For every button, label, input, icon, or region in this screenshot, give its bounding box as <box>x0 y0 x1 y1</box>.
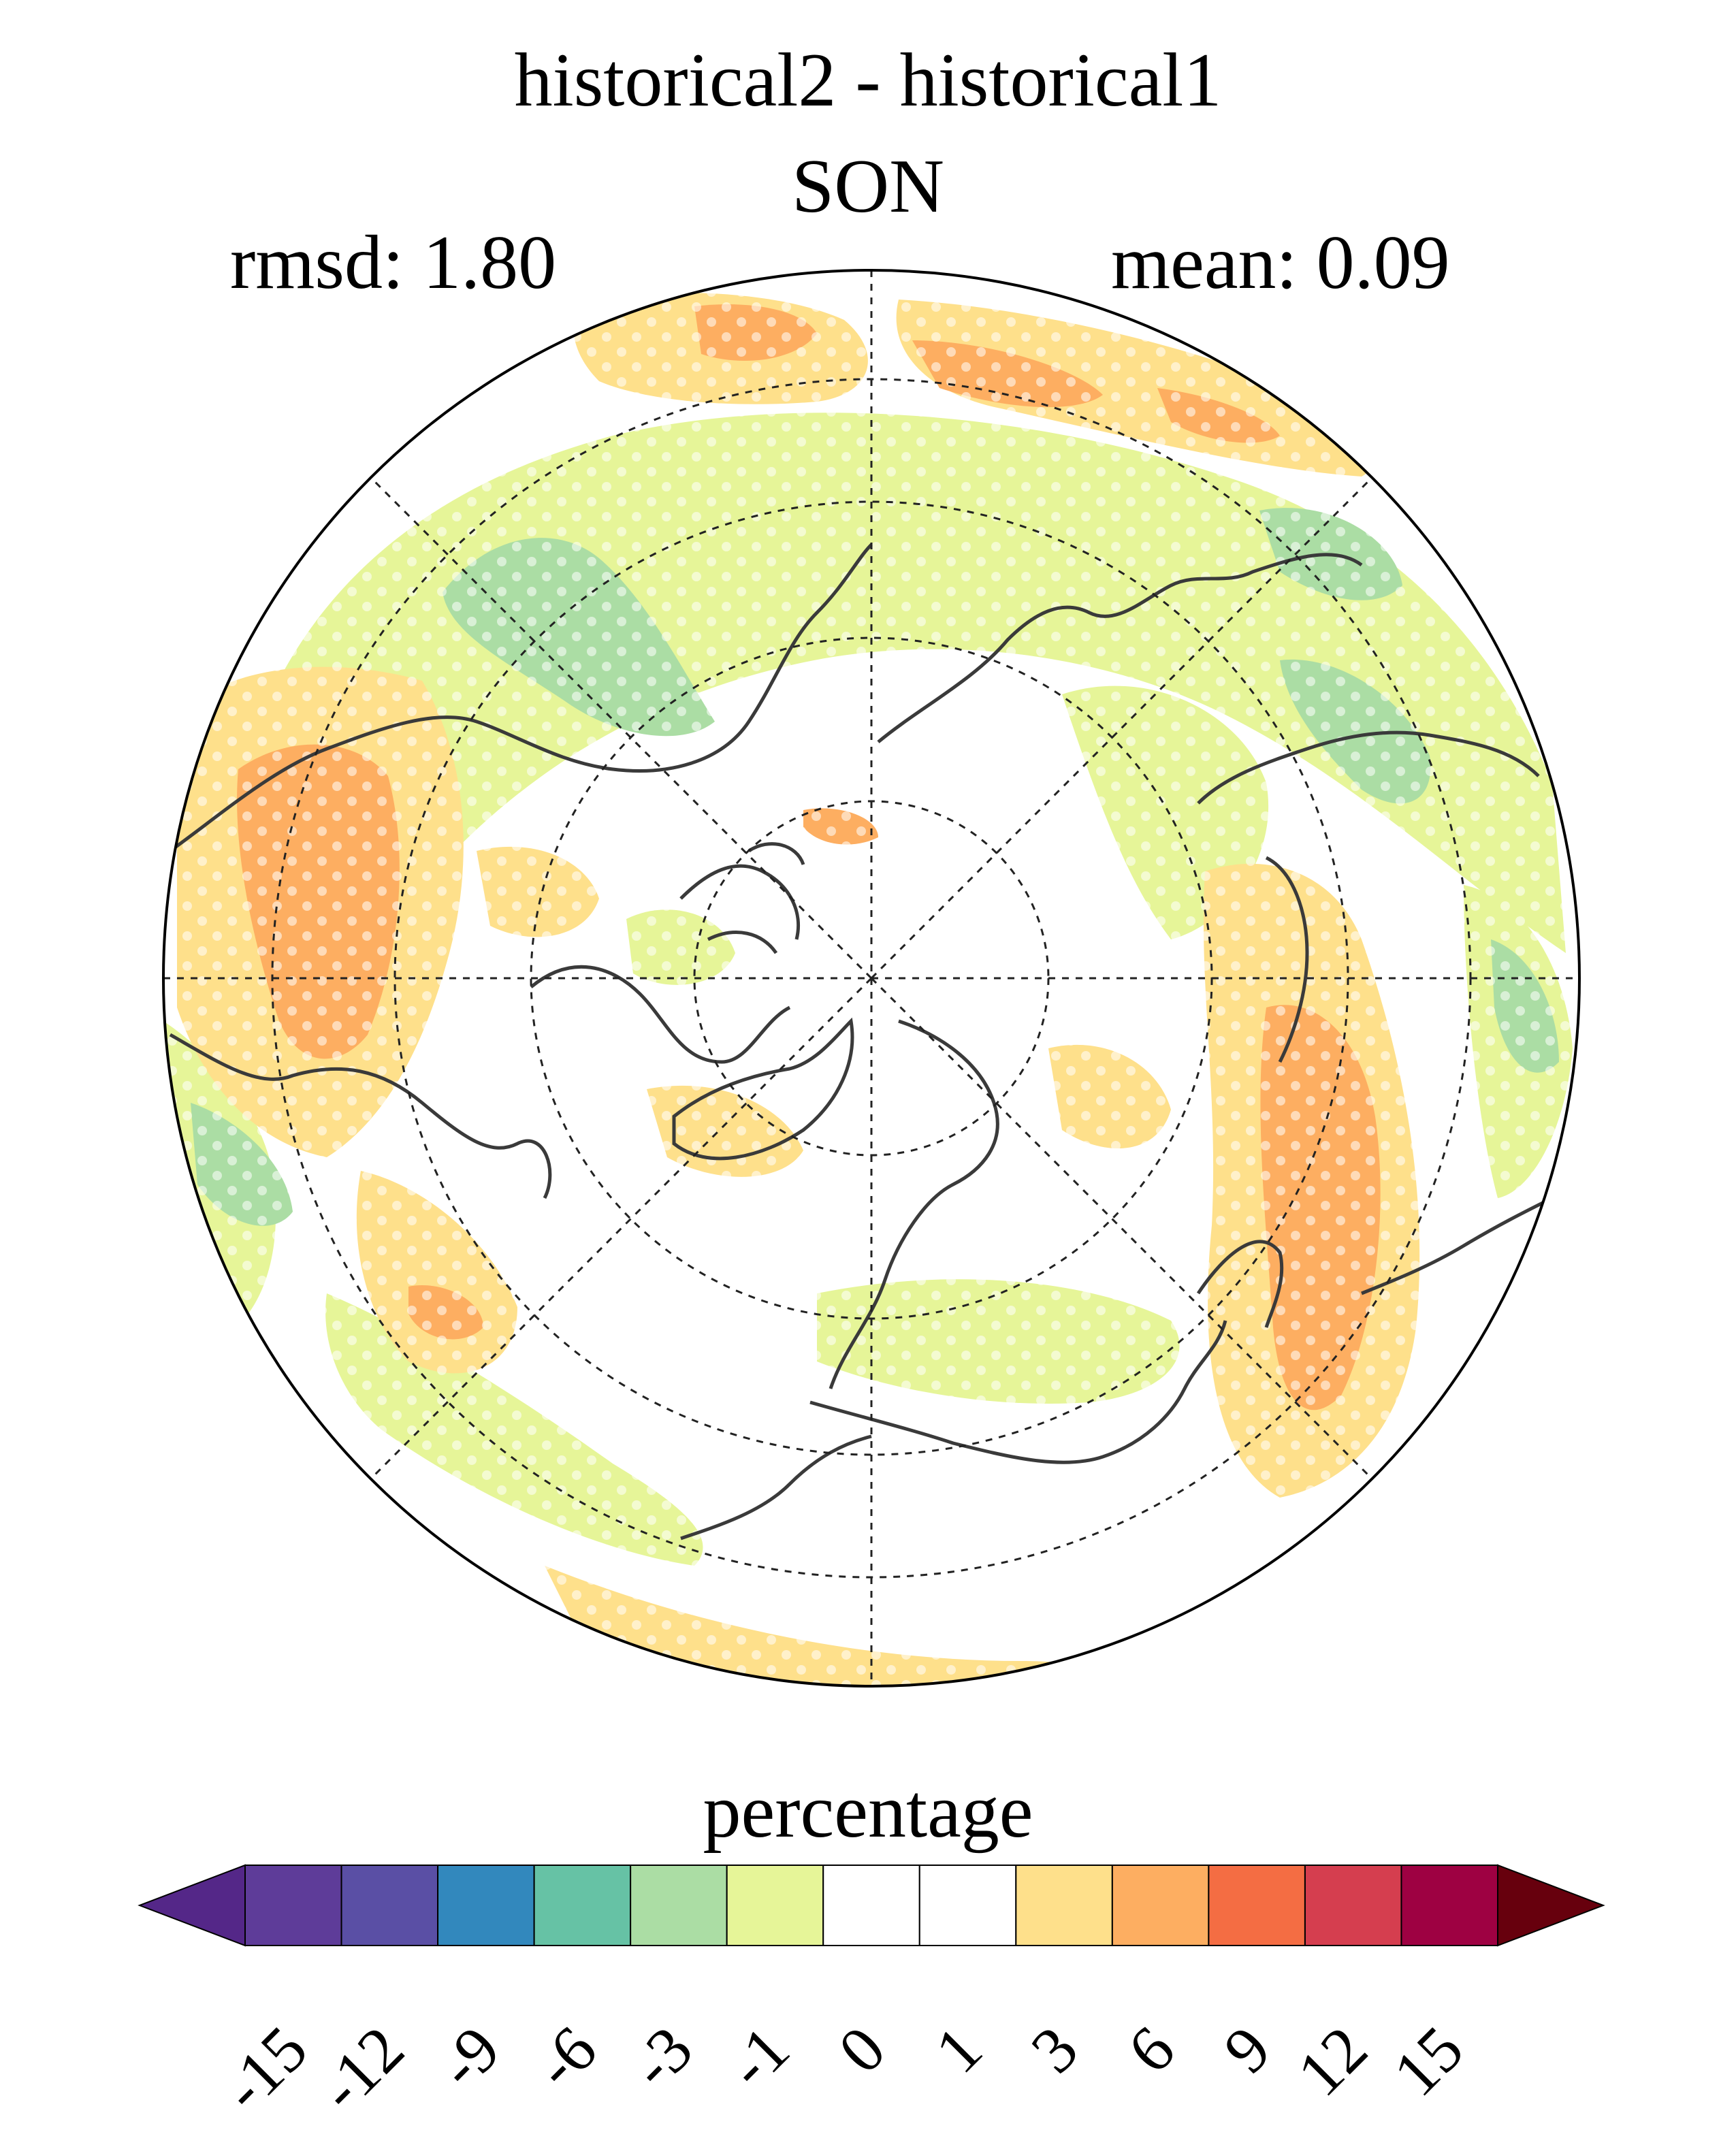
colorbar-tick-label: 6 <box>1113 2012 1189 2087</box>
colorbar-tick-label: -12 <box>304 2012 417 2125</box>
colorbar <box>138 1864 1605 1947</box>
colorbar-swatch <box>1015 1865 1113 1946</box>
season-label: SON <box>791 144 945 229</box>
map-title: historical2 - historical1 <box>514 38 1222 123</box>
colorbar-tick-label: -1 <box>712 2012 803 2102</box>
colorbar-tick-label: 12 <box>1283 2012 1381 2110</box>
coastlines <box>169 543 1554 1540</box>
colorbar-tick-label: 3 <box>1017 2012 1092 2087</box>
colorbar-swatch <box>1111 1865 1210 1946</box>
colorbar-tick-label: 9 <box>1210 2012 1285 2087</box>
colorbar-swatch <box>918 1865 1017 1946</box>
colorbar-label: percentage <box>703 1769 1033 1854</box>
colorbar-swatch <box>1304 1865 1402 1946</box>
colorbar-swatch <box>340 1865 439 1946</box>
colorbar-tick-label: 1 <box>920 2012 996 2087</box>
colorbar-swatch <box>1400 1865 1498 1946</box>
colorbar-under-arrow <box>138 1864 246 1947</box>
rmsd-label: rmsd: 1.80 <box>230 221 557 305</box>
colorbar-tick-label: -15 <box>208 2012 321 2125</box>
colorbar-tick-label: -9 <box>423 2012 514 2102</box>
graticule <box>163 270 1579 1686</box>
colorbar-swatch <box>437 1865 535 1946</box>
colorbar-swatch <box>1208 1865 1306 1946</box>
colorbar-tick-label: 15 <box>1379 2012 1477 2110</box>
colorbar-over-arrow <box>1497 1864 1605 1947</box>
colorbar-tick-label: -6 <box>519 2012 611 2102</box>
mean-label: mean: 0.09 <box>1111 221 1450 305</box>
map-boundary <box>162 269 1581 1688</box>
colorbar-tick-label: -3 <box>616 2012 707 2102</box>
colorbar-swatch <box>726 1865 824 1946</box>
colorbar-tick-label: 0 <box>824 2012 899 2087</box>
colorbar-swatch <box>630 1865 728 1946</box>
polar-map <box>162 269 1581 1688</box>
colorbar-swatch <box>533 1865 632 1946</box>
colorbar-swatch <box>244 1865 342 1946</box>
colorbar-swatch <box>822 1865 920 1946</box>
